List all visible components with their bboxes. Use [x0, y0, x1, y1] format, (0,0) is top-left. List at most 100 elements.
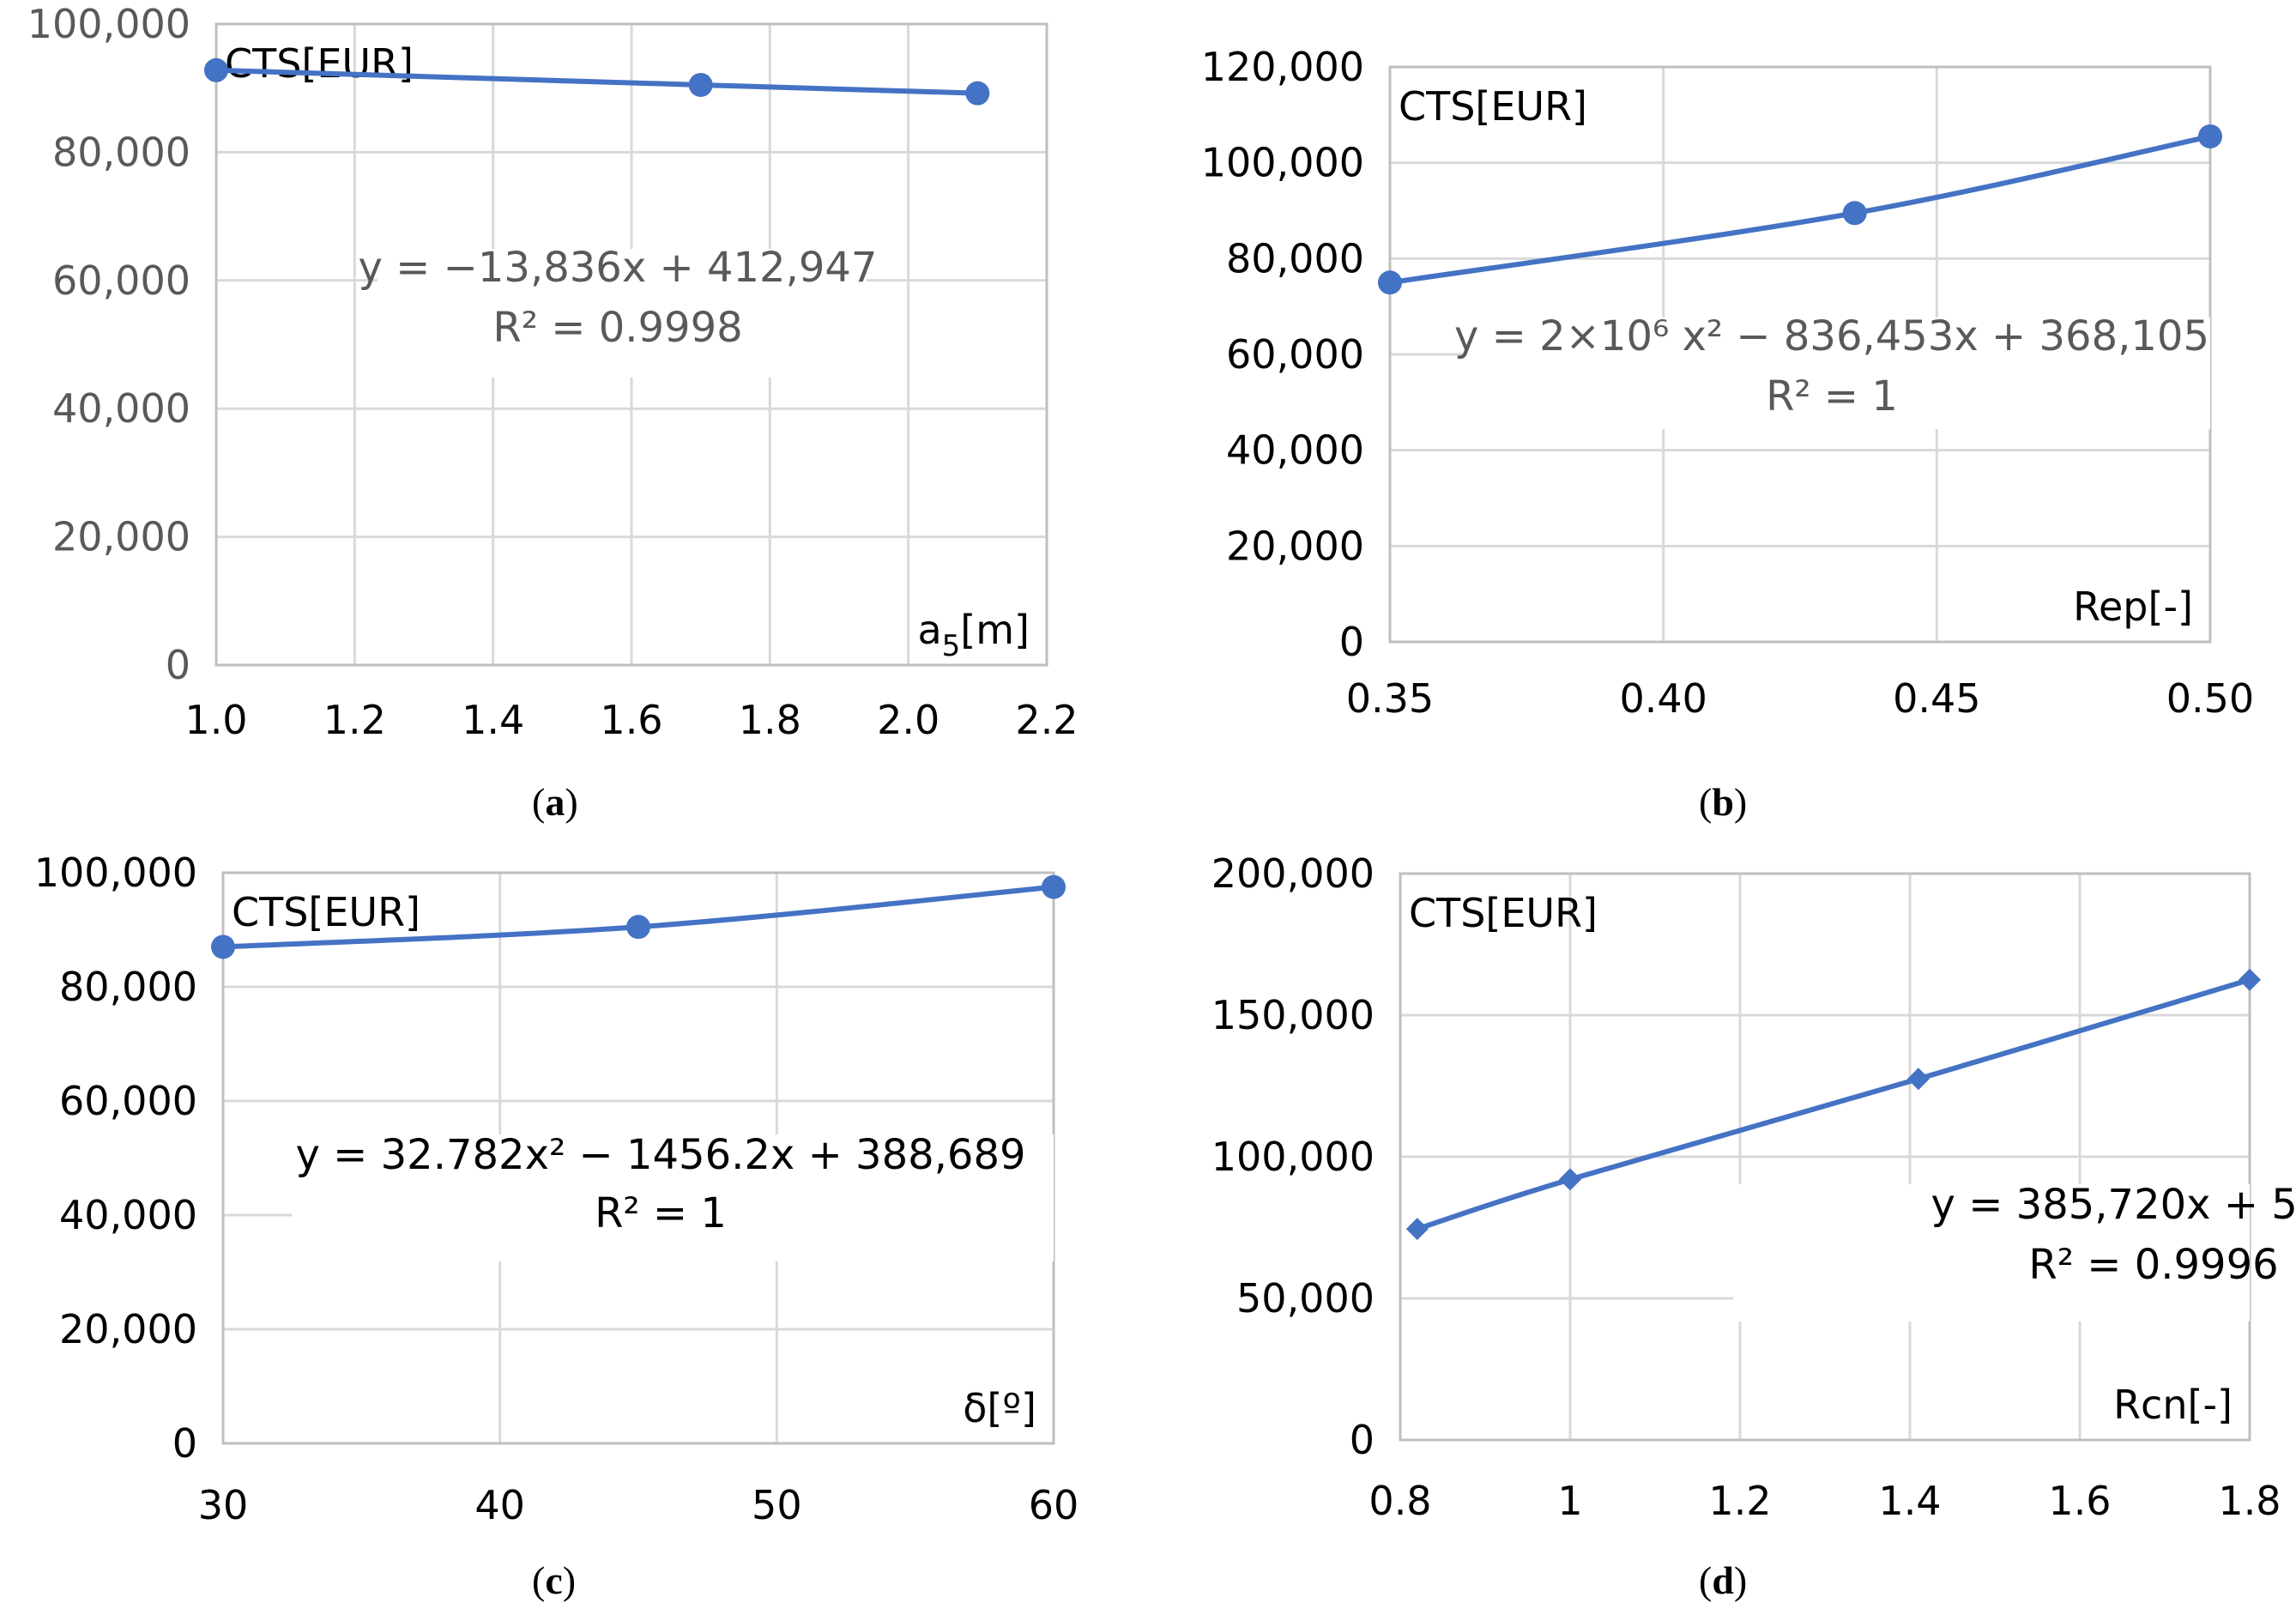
data-point-b-1 [1842, 201, 1867, 226]
equation-background-a [378, 249, 867, 378]
chart-panel-a: 0 20,000 40,000 60,000 80,000 100,000 1.0 1.2 1.… [0, 0, 1115, 807]
y-tick-label-c-5: 100,000 [34, 850, 197, 896]
x-tick-label-b-1: 0.40 [1619, 675, 1707, 722]
y-tick-label-a-4: 80,000 [52, 129, 190, 175]
plot-frame-d [1399, 872, 2251, 1442]
data-point-d-1 [1559, 1168, 1581, 1191]
y-tick-label-c-1: 20,000 [59, 1306, 197, 1352]
x-tick-label-c-2: 50 [752, 1482, 802, 1528]
y-tick-label-c-0: 0 [172, 1420, 197, 1467]
trendline-equation-c: y = 32.782x² − 1456.2x + 388,689 [295, 1131, 1025, 1179]
x-tick-label-b-3: 0.50 [2166, 675, 2254, 722]
y-axis-label-b: CTS[EUR] [1399, 83, 1587, 130]
x-axis-label-b: Rep[-] [2073, 584, 2193, 630]
data-point-d-0 [1405, 1218, 1429, 1241]
x-tick-label-d-3: 1.4 [1878, 1478, 1941, 1524]
chart-b: 0 20,000 40,000 60,000 80,000 100,000 120,000 0… [1201, 44, 2254, 722]
y-tick-label-a-2: 40,000 [52, 385, 190, 432]
y-tick-label-a-0: 0 [166, 642, 190, 688]
trendline-equation-a: y = −13,836x + 412,947 [359, 244, 878, 292]
x-tick-label-c-0: 30 [198, 1482, 249, 1528]
x-axis-label-a: a5[m] [917, 607, 1030, 663]
trendline-equation-b: y = 2×10⁶ x² − 836,453x + 368,105 [1454, 312, 2209, 360]
x-tick-label-b-0: 0.35 [1346, 675, 1434, 722]
caption-a: (a) [532, 780, 578, 824]
caption-d: (d) [1699, 1558, 1748, 1602]
trendline-equation-d: y = 385,720x + 5676 [1931, 1181, 2296, 1229]
y-tick-label-c-2: 40,000 [59, 1192, 197, 1238]
y-axis-label-d: CTS[EUR] [1409, 890, 1598, 936]
x-tick-label-a-0: 1.0 [184, 697, 247, 743]
data-point-a-0 [204, 57, 228, 82]
y-tick-label-d-4: 200,000 [1211, 850, 1375, 897]
caption-a-letter: a [545, 780, 565, 824]
x-tick-label-d-0: 0.8 [1369, 1478, 1431, 1524]
plot-frame-a [214, 22, 1048, 667]
y-axis-label-c: CTS[EUR] [232, 889, 420, 935]
caption-c-letter: c [545, 1558, 563, 1602]
y-tick-label-b-6: 120,000 [1201, 44, 1364, 90]
chart-d: 0 50,000 100,000 150,000 200,000 0.8 1 1.2 1.4 1.… [1211, 850, 2296, 1524]
caption-b-letter: b [1712, 780, 1734, 824]
chart-a: 0 20,000 40,000 60,000 80,000 100,000 1.0 1.2 1.… [27, 1, 1079, 743]
x-tick-label-a-3: 1.6 [600, 697, 662, 743]
chart-c: 0 20,000 40,000 60,000 80,000 100,000 30 40 50 60… [34, 850, 1079, 1528]
y-tick-label-b-0: 0 [1339, 619, 1364, 665]
y-tick-label-c-4: 80,000 [59, 964, 197, 1010]
y-tick-label-b-3: 60,000 [1226, 331, 1364, 378]
trendline-r2-a: R² = 0.9998 [492, 304, 742, 352]
trendline-r2-b: R² = 1 [1766, 372, 1898, 420]
chart-panel-b: 0 20,000 40,000 60,000 80,000 100,000 120,000 0… [1150, 0, 2296, 807]
data-point-c-2 [1042, 874, 1066, 899]
y-tick-label-a-3: 60,000 [52, 257, 190, 304]
data-point-b-2 [2198, 124, 2222, 148]
data-point-d-3 [2239, 968, 2261, 991]
x-tick-label-a-2: 1.4 [462, 697, 524, 743]
equation-background-c [292, 1134, 1054, 1261]
data-point-c-1 [626, 915, 650, 940]
x-axis-label-main-a: a [917, 607, 941, 653]
caption-b: (b) [1699, 780, 1748, 824]
x-tick-label-a-5: 2.0 [877, 697, 940, 743]
y-tick-label-d-0: 0 [1350, 1417, 1375, 1463]
x-tick-label-a-1: 1.2 [323, 697, 386, 743]
y-tick-label-d-3: 150,000 [1211, 992, 1375, 1038]
y-tick-label-c-3: 60,000 [59, 1078, 197, 1124]
data-point-b-0 [1378, 270, 1402, 295]
x-tick-label-d-1: 1 [1557, 1478, 1582, 1524]
y-tick-label-b-1: 20,000 [1226, 523, 1364, 569]
x-tick-label-c-3: 60 [1029, 1482, 1079, 1528]
x-axis-label-d: Rcn[-] [2113, 1382, 2233, 1428]
x-tick-label-a-6: 2.2 [1015, 697, 1078, 743]
y-axis-label-a: CTS[EUR] [225, 40, 414, 87]
equation-background-d [1733, 1184, 2250, 1322]
caption-d-letter: d [1712, 1558, 1734, 1602]
y-tick-label-a-5: 100,000 [27, 1, 190, 47]
series-line-d [1416, 977, 2251, 1232]
x-tick-label-d-4: 1.6 [2048, 1478, 2111, 1524]
data-point-c-0 [211, 935, 235, 959]
data-point-a-2 [965, 81, 990, 106]
y-tick-label-b-2: 40,000 [1226, 427, 1364, 474]
series-line-b [1389, 134, 2211, 286]
caption-c: (c) [532, 1558, 577, 1602]
data-point-a-1 [688, 72, 713, 97]
y-tick-label-d-2: 100,000 [1211, 1134, 1375, 1180]
data-point-d-2 [1906, 1068, 1930, 1091]
equation-background-b [1467, 318, 2210, 429]
y-tick-label-a-1: 20,000 [52, 514, 190, 560]
trendline-r2-c: R² = 1 [595, 1189, 727, 1237]
series-line-a [215, 67, 978, 96]
x-tick-label-d-5: 1.8 [2218, 1478, 2281, 1524]
y-tick-label-b-4: 80,000 [1226, 235, 1364, 281]
x-tick-label-c-1: 40 [474, 1482, 525, 1528]
trendline-r2-d: R² = 0.9996 [2028, 1241, 2278, 1289]
y-tick-label-d-1: 50,000 [1236, 1275, 1375, 1322]
x-tick-label-d-2: 1.2 [1708, 1478, 1771, 1524]
x-axis-label-sub-a: 5 [942, 629, 961, 663]
x-axis-label-c: δ[º] [963, 1385, 1036, 1431]
chart-panel-c: 0 20,000 40,000 60,000 80,000 100,000 30 40 50 60… [0, 832, 1115, 1562]
x-tick-label-a-4: 1.8 [739, 697, 801, 743]
x-tick-label-b-2: 0.45 [1893, 675, 1980, 722]
y-tick-label-b-5: 100,000 [1201, 140, 1364, 186]
